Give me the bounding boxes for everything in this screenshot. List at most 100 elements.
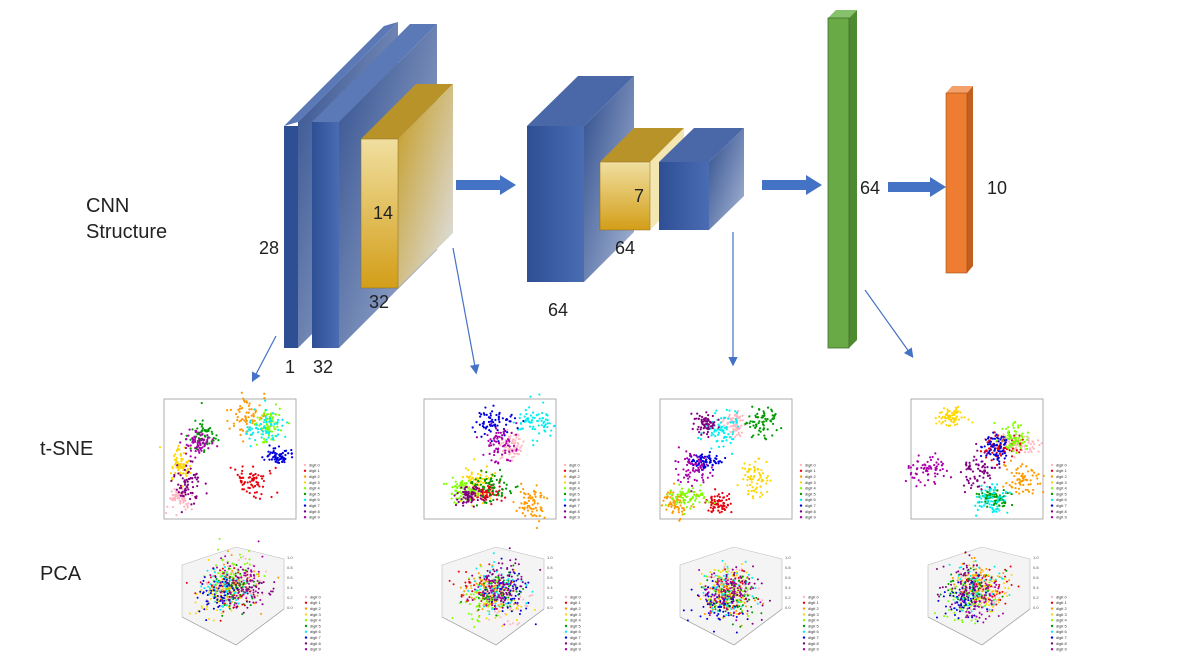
scatter-point: [666, 491, 670, 494]
scatter-point: [699, 492, 703, 496]
scatter-point: [945, 469, 948, 472]
scatter-point: [484, 406, 487, 409]
scatter-point: [501, 562, 504, 565]
scatter-point: [705, 575, 708, 578]
scatter-point: [732, 607, 735, 610]
scatter-point: [969, 486, 973, 490]
scatter-point: [738, 612, 741, 615]
scatter-point: [949, 424, 952, 427]
scatter-point: [995, 439, 998, 442]
scatter-point: [998, 597, 1001, 600]
scatter-point: [728, 409, 731, 412]
scatter-point: [215, 566, 218, 569]
scatter-point: [1039, 482, 1042, 485]
scatter-point: [702, 431, 705, 434]
scatter-point: [171, 467, 174, 470]
scatter-point: [270, 458, 274, 461]
scatter-point: [491, 486, 494, 489]
scatter-point: [763, 414, 766, 417]
scatter-point: [710, 434, 713, 437]
scatter-point: [497, 574, 500, 577]
scatter-point: [937, 463, 940, 466]
scatter-point: [707, 419, 710, 422]
scatter-point: [1017, 437, 1020, 440]
scatter-point: [975, 458, 978, 461]
scatter-point: [250, 427, 254, 430]
scatter-point: [500, 587, 503, 590]
scatter-point: [1019, 465, 1023, 468]
scatter-point: [217, 587, 220, 590]
scatter-point: [496, 437, 499, 440]
scatter-point: [524, 514, 527, 517]
scatter-point: [244, 557, 247, 560]
scatter-point: [181, 467, 185, 470]
scatter-point: [202, 579, 205, 582]
scatter-point: [186, 480, 189, 483]
scatter-point: [703, 613, 706, 616]
scatter-point: [456, 491, 459, 495]
scatter-point: [178, 497, 181, 500]
scatter-point: [518, 416, 521, 420]
scatter-point: [230, 585, 233, 588]
scatter-point: [516, 426, 519, 430]
scatter-point: [726, 422, 729, 426]
scatter-point: [237, 577, 240, 580]
scatter-point: [993, 449, 996, 452]
scatter-point: [255, 423, 258, 426]
scatter-point: [1011, 481, 1014, 484]
scatter-point: [758, 420, 761, 423]
scatter-point: [996, 507, 999, 511]
scatter-point: [762, 420, 765, 423]
scatter-point: [472, 483, 475, 486]
scatter-point: [728, 493, 731, 496]
scatter-point: [251, 421, 254, 425]
scatter-point: [241, 465, 244, 468]
scatter-point: [258, 485, 261, 488]
legend-entry: digit 1: [570, 600, 581, 605]
legend-entry: digit 3: [309, 480, 320, 485]
scatter-point: [536, 439, 539, 443]
scatter-point: [231, 571, 234, 574]
legend-marker: [304, 601, 308, 604]
scatter-point: [724, 577, 727, 580]
scatter-point: [248, 491, 251, 495]
scatter-point: [502, 432, 506, 436]
scatter-point: [474, 591, 477, 594]
scatter-point: [187, 502, 190, 505]
scatter-point: [490, 422, 493, 426]
scatter-point: [530, 513, 533, 516]
scatter-point: [1026, 435, 1029, 438]
scatter-point: [710, 447, 713, 450]
scatter-point: [186, 471, 189, 474]
scatter-point: [206, 434, 209, 437]
scatter-point: [488, 416, 491, 419]
scatter-point: [741, 594, 744, 597]
legend-entry: digit 0: [808, 594, 819, 599]
scatter-point: [977, 493, 981, 496]
scatter-point: [737, 576, 740, 579]
scatter-point: [457, 500, 460, 504]
scatter-point: [979, 603, 982, 606]
scatter-point: [993, 502, 996, 505]
scatter-point: [200, 606, 203, 609]
scatter-point: [495, 440, 498, 443]
scatter-point: [516, 623, 519, 626]
scatter-point: [246, 600, 249, 603]
scatter-point: [1015, 468, 1018, 471]
scatter-point: [1004, 495, 1007, 498]
scatter-point: [462, 484, 465, 487]
scatter-point: [989, 440, 993, 443]
scatter-point: [719, 421, 722, 424]
scatter-point: [736, 415, 739, 418]
scatter-point: [260, 427, 263, 430]
scatter-point: [278, 413, 281, 417]
scatter-point: [207, 447, 210, 450]
scatter-point: [485, 471, 488, 474]
scatter-point: [270, 424, 273, 427]
scatter-point: [500, 491, 504, 495]
scatter-point: [754, 487, 757, 491]
scatter-point: [486, 488, 490, 491]
scatter-point: [465, 501, 468, 504]
scatter-point: [705, 463, 708, 466]
